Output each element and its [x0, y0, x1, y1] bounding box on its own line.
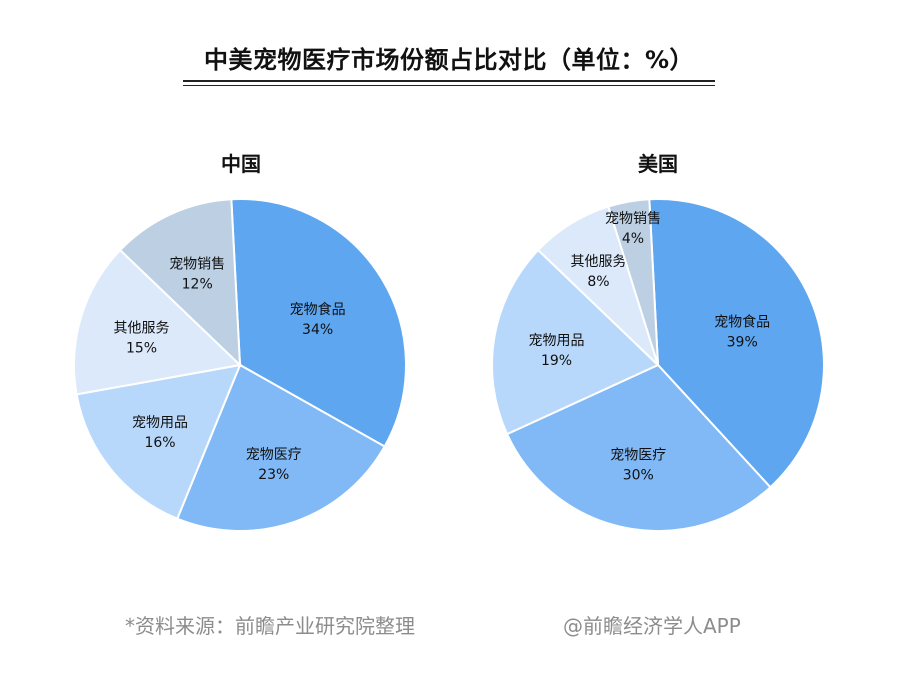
pie-title-usa: 美国	[638, 152, 678, 176]
pie-slice-sales	[118, 198, 242, 368]
credit-note: @前瞻经济学人APP	[563, 614, 741, 638]
slice-value-medical: 30%	[623, 468, 654, 484]
pie-slice-sales	[607, 198, 659, 366]
slice-value-food: 34%	[302, 322, 333, 338]
slice-value-food: 39%	[727, 335, 758, 351]
slice-value-medical: 23%	[258, 467, 289, 483]
slice-value-supplies: 19%	[541, 353, 572, 369]
slice-value-supplies: 16%	[144, 435, 175, 451]
slice-value-other-services: 15%	[126, 340, 157, 356]
pie-china: 宠物食品 34% 宠物医疗 23% 宠物用品 16% 其他服务 15% 宠物销售 12%	[73, 198, 407, 532]
slice-label-other-services: 其他服务	[114, 320, 170, 336]
pie-title-china: 中国	[221, 152, 261, 176]
title-underline-thin	[183, 85, 715, 86]
chart-title: 中美宠物医疗市场份额占比对比（单位：%）	[203, 46, 695, 74]
slice-label-food: 宠物食品	[714, 314, 770, 331]
slice-label-supplies: 宠物用品	[132, 415, 188, 431]
slice-label-supplies: 宠物用品	[529, 333, 585, 349]
slice-value-sales: 4%	[622, 231, 644, 247]
slice-label-medical: 宠物医疗	[246, 447, 302, 463]
source-note: *资料来源：前瞻产业研究院整理	[125, 614, 415, 638]
slice-label-sales: 宠物销售	[605, 211, 661, 227]
slice-label-medical: 宠物医疗	[610, 448, 666, 464]
title-underline	[183, 80, 715, 82]
pie-slice-food	[648, 198, 825, 489]
slice-value-other-services: 8%	[587, 274, 609, 290]
slice-label-food: 宠物食品	[290, 301, 346, 318]
pie-slice-medical	[505, 363, 772, 532]
pie-slice-supplies	[75, 363, 242, 520]
pie-slice-supplies	[491, 248, 660, 436]
slice-label-sales: 宠物销售	[169, 256, 225, 272]
pie-usa: 宠物食品 39% 宠物医疗 30% 宠物用品 19% 其他服务 8% 宠物销售 4%	[491, 198, 825, 532]
pie-slice-medical	[175, 363, 386, 532]
pie-slice-other-services	[73, 248, 243, 396]
slice-value-sales: 12%	[182, 276, 213, 292]
slice-label-other-services: 其他服务	[571, 254, 627, 270]
